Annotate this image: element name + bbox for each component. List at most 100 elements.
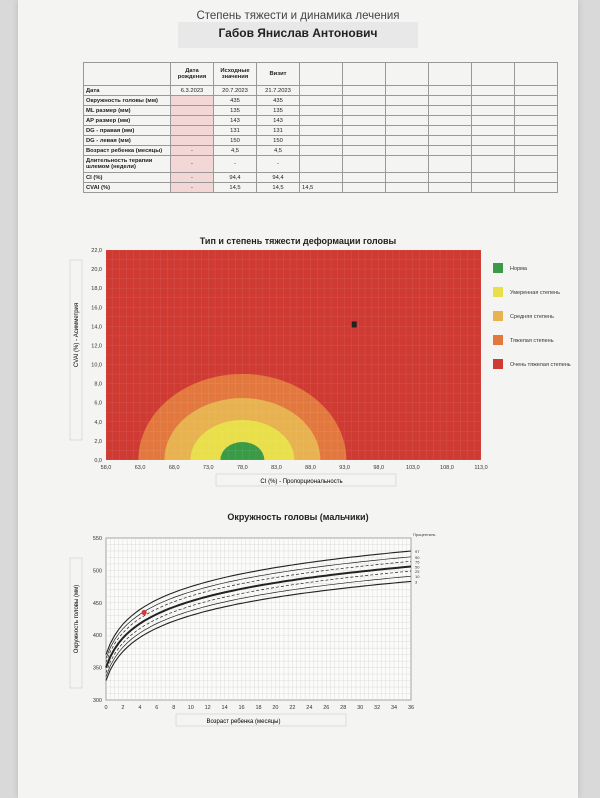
legend-label: Очень тяжелая степень (510, 362, 571, 368)
percentile-line (105, 570, 412, 673)
y-tick-label: 500 (93, 568, 102, 574)
x-tick-label: 2 (121, 705, 124, 711)
growth-chart-title: Окружность головы (мальчики) (227, 512, 369, 522)
x-tick-label: 0 (104, 705, 107, 711)
y-tick-label: 6,0 (94, 401, 102, 407)
report-page: Степень тяжести и динамика лечения Габов… (18, 0, 578, 798)
percentile-label: 50 (415, 565, 420, 570)
y-tick-label: 10,0 (91, 363, 102, 369)
table-cell (514, 182, 558, 193)
x-tick-label: 28 (340, 705, 346, 711)
x-tick-label: 34 (391, 705, 397, 711)
x-tick-label: 78,0 (237, 465, 248, 471)
x-tick-label: 88,0 (305, 465, 316, 471)
x-tick-label: 103,0 (406, 465, 420, 471)
x-axis-label: CI (%) - Пропорциональность (260, 479, 342, 485)
x-tick-label: 16 (238, 705, 244, 711)
x-label-box (215, 473, 397, 487)
table-row: CVAI (%) -14,5 14,5 14,5 (83, 182, 558, 193)
x-tick-label: 4 (138, 705, 141, 711)
percentile-line (105, 550, 412, 655)
x-axis-label: Возраст ребенка (месяцы) (207, 719, 281, 725)
x-tick-label: 83,0 (271, 465, 282, 471)
y-tick-label: 2,0 (94, 439, 102, 445)
legend-swatch (493, 359, 503, 369)
measurements-table: Дата рождения Исходные значения Визит Дата 6… (83, 62, 558, 193)
severity-chart: 58,0 63,0 68,0 73,0 78,0 83,0 88,0 93,0 98,0 103,… (69, 248, 571, 487)
legend-label: Умеренная степень (510, 290, 560, 296)
y-tick-label: 400 (93, 633, 102, 639)
table-corner (83, 62, 171, 86)
empty-cell (471, 62, 515, 86)
header-shade (178, 22, 418, 48)
percentile-label: 97 (415, 549, 420, 554)
y-label-box (69, 259, 83, 441)
x-tick-label: 14 (222, 705, 228, 711)
x-tick-label: 6 (155, 705, 158, 711)
percentile-label: 3 (415, 579, 418, 584)
x-tick-label: 68,0 (169, 465, 180, 471)
legend-label: Тяжелая степень (510, 338, 554, 344)
x-tick-label: 108,0 (440, 465, 454, 471)
x-tick-label: 93,0 (339, 465, 350, 471)
x-tick-label: 32 (374, 705, 380, 711)
legend-swatch (493, 287, 503, 297)
x-tick-label: 98,0 (373, 465, 384, 471)
percentile-line (105, 565, 412, 668)
patient-data-point (351, 321, 357, 328)
x-tick-label: 18 (255, 705, 261, 711)
y-tick-label: 16,0 (91, 305, 102, 311)
x-tick-label: 26 (323, 705, 329, 711)
x-tick-label: 20 (272, 705, 278, 711)
legend-swatch (493, 311, 503, 321)
y-tick-label: 18,0 (91, 286, 102, 292)
legend-swatch (493, 335, 503, 345)
x-tick-label: 63,0 (135, 465, 146, 471)
x-tick-label: 10 (188, 705, 194, 711)
y-tick-label: 300 (93, 698, 102, 704)
table-row: Возраст ребенка (месяцы) -4,5 4,5 (83, 145, 558, 156)
y-tick-label: 450 (93, 601, 102, 607)
legend-label: Средняя степень (510, 314, 554, 320)
report-title: Степень тяжести и динамика лечения (196, 10, 400, 22)
legend-label: Норма (510, 266, 528, 272)
percentile-label: 10 (415, 574, 420, 579)
y-tick-label: 550 (93, 536, 102, 542)
y-tick-label: 14,0 (91, 324, 102, 330)
patient-data-point (141, 609, 147, 616)
y-tick-label: 12,0 (91, 343, 102, 349)
percentile-line (105, 575, 412, 677)
table-row: DG - правая (мм) 131 131 (83, 125, 558, 136)
x-tick-label: 36 (408, 705, 414, 711)
x-tick-label: 30 (357, 705, 363, 711)
table-row: CI (%) -94,4 94,4 (83, 172, 558, 183)
percentile-line (105, 580, 412, 681)
y-axis-label: Окружность головы (мм) (74, 585, 80, 653)
table-row: ML размер (мм) 135 135 (83, 105, 558, 116)
patient-name: Габов Янислав Антонович (218, 26, 378, 40)
x-tick-label: 73,0 (203, 465, 214, 471)
legend-swatch (493, 263, 503, 273)
percentile-line (105, 556, 412, 659)
x-tick-label: 58,0 (101, 465, 112, 471)
severity-chart-title: Тип и степень тяжести деформации головы (199, 236, 397, 246)
y-axis-label: CVAI (%) - Асимметрия (74, 303, 80, 367)
y-tick-label: 0,0 (94, 458, 102, 464)
y-tick-label: 8,0 (94, 382, 102, 388)
y-tick-label: 4,0 (94, 420, 102, 426)
severity-zone-mild (190, 420, 295, 460)
y-tick-label: 350 (93, 666, 102, 672)
y-label-box (69, 557, 83, 689)
x-tick-label: 22 (289, 705, 295, 711)
percentile-line (105, 560, 412, 663)
x-label-box (175, 713, 347, 727)
x-tick-label: 12 (205, 705, 211, 711)
y-tick-label: 20,0 (91, 267, 102, 273)
x-tick-label: 24 (306, 705, 312, 711)
x-tick-label: 113,0 (474, 465, 487, 471)
x-tick-label: 8 (172, 705, 175, 711)
severity-zone-normal (220, 442, 265, 460)
table-row: Длительность терапии шлемом (недели) - - - (83, 155, 558, 173)
percentile-label: 25 (415, 569, 420, 574)
percentile-label: 75 (415, 559, 420, 564)
